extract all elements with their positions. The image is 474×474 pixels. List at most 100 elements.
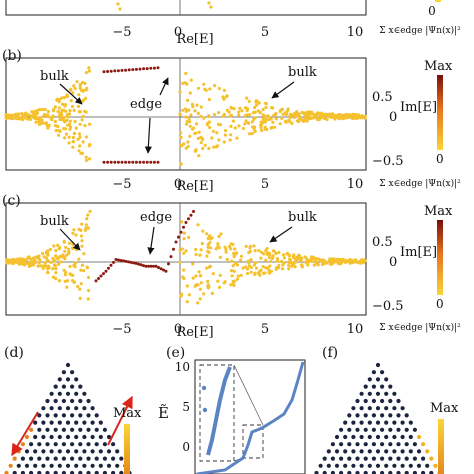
data-point — [343, 463, 348, 468]
data-point — [111, 442, 116, 447]
data-point — [287, 260, 291, 264]
data-point — [180, 220, 184, 224]
data-point — [53, 470, 58, 474]
annotation-arrow — [271, 81, 295, 99]
data-point — [200, 136, 204, 140]
data-point — [408, 434, 413, 440]
data-point — [209, 237, 213, 241]
data-point — [60, 109, 64, 113]
data-point — [124, 259, 128, 263]
data-point — [57, 449, 62, 454]
data-point — [230, 259, 234, 263]
data-point — [193, 131, 197, 136]
data-point — [87, 66, 91, 70]
data-point — [291, 261, 295, 265]
data-point — [267, 255, 271, 260]
data-point — [196, 86, 201, 90]
data-point — [213, 84, 217, 88]
data-point — [244, 119, 248, 123]
data-point — [61, 413, 66, 418]
data-point — [49, 391, 54, 396]
data-point — [74, 434, 79, 440]
data-point — [259, 256, 263, 260]
data-point — [61, 398, 66, 404]
data-point — [388, 413, 393, 418]
data-point — [72, 228, 76, 232]
data-point — [179, 131, 183, 135]
data-point — [412, 456, 417, 461]
data-point — [274, 267, 278, 271]
data-point — [52, 244, 56, 248]
data-point — [67, 112, 71, 116]
data-point — [149, 264, 153, 268]
data-point — [363, 398, 368, 404]
data-point — [351, 463, 356, 468]
data-point — [65, 434, 71, 440]
data-point — [363, 384, 368, 389]
data-point — [120, 68, 124, 72]
data-point — [65, 463, 71, 468]
data-point — [347, 470, 352, 474]
data-point — [380, 413, 385, 418]
data-point — [53, 119, 57, 124]
data-point — [149, 160, 153, 164]
data-point — [239, 258, 243, 262]
data-point — [204, 88, 208, 92]
data-point — [122, 259, 125, 263]
data-point — [408, 420, 413, 425]
data-point — [229, 283, 233, 287]
data-point — [328, 257, 332, 261]
data-point — [65, 377, 71, 382]
data-point — [198, 253, 202, 257]
data-point — [78, 470, 83, 474]
data-point — [272, 125, 277, 129]
data-point — [179, 135, 183, 140]
data-point — [78, 442, 83, 447]
data-point — [208, 125, 212, 130]
data-point — [246, 121, 250, 125]
x-tick-label: −5 — [112, 177, 131, 192]
data-point — [98, 420, 103, 425]
data-point — [265, 247, 269, 251]
data-point — [115, 463, 120, 468]
data-point — [216, 144, 220, 148]
data-point — [67, 247, 71, 251]
data-point — [57, 262, 61, 266]
annotation-arrow — [59, 228, 81, 251]
data-point — [314, 470, 319, 474]
data-point — [33, 109, 37, 113]
data-point — [293, 257, 298, 262]
data-point — [65, 285, 69, 289]
data-point — [222, 140, 226, 144]
data-point — [68, 119, 72, 123]
data-point — [43, 261, 47, 265]
data-point — [392, 463, 397, 468]
plot-frame — [194, 359, 306, 474]
data-point — [179, 292, 184, 296]
data-point — [73, 86, 77, 91]
data-point — [62, 127, 66, 131]
data-point — [197, 130, 201, 134]
data-point — [367, 391, 372, 396]
data-point — [217, 234, 221, 239]
data-point — [44, 256, 48, 260]
data-point — [12, 114, 16, 118]
data-point — [371, 384, 376, 389]
data-point — [78, 384, 83, 389]
annotation-arrow — [144, 117, 152, 154]
data-point — [421, 456, 426, 461]
data-point — [74, 377, 79, 382]
data-point — [74, 391, 79, 396]
data-point — [250, 120, 254, 124]
data-point — [71, 135, 75, 140]
data-point — [282, 256, 286, 260]
data-point — [82, 434, 87, 440]
data-point — [16, 463, 21, 468]
data-point — [41, 107, 45, 112]
data-point — [182, 277, 186, 281]
data-point — [70, 104, 75, 109]
data-point — [180, 144, 184, 148]
data-point — [367, 377, 372, 382]
data-point — [46, 110, 51, 114]
annotation-arrow — [59, 83, 83, 105]
